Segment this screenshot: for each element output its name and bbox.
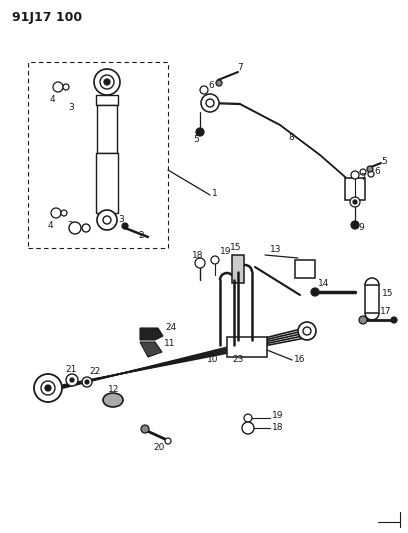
Circle shape <box>196 128 204 136</box>
Circle shape <box>367 166 373 172</box>
Bar <box>345 178 365 200</box>
Circle shape <box>216 80 222 86</box>
Text: 8: 8 <box>288 133 294 142</box>
Text: 4: 4 <box>48 221 53 230</box>
Circle shape <box>195 258 205 268</box>
Text: 12: 12 <box>108 385 120 394</box>
Text: 5: 5 <box>193 135 199 144</box>
Text: 91J17 100: 91J17 100 <box>12 11 82 23</box>
Circle shape <box>97 210 117 230</box>
Circle shape <box>165 438 171 444</box>
Circle shape <box>51 208 61 218</box>
Circle shape <box>353 200 357 204</box>
Text: 6: 6 <box>374 166 380 175</box>
Circle shape <box>104 79 110 85</box>
Circle shape <box>94 69 120 95</box>
Bar <box>28 62 168 248</box>
Text: 18: 18 <box>192 251 204 260</box>
Bar <box>295 260 315 278</box>
Text: 10: 10 <box>207 356 219 365</box>
Circle shape <box>100 75 114 89</box>
Circle shape <box>103 216 111 224</box>
Polygon shape <box>140 342 162 357</box>
Circle shape <box>53 82 63 92</box>
Circle shape <box>351 221 359 229</box>
Circle shape <box>242 422 254 434</box>
Text: 13: 13 <box>270 245 282 254</box>
Circle shape <box>311 288 319 296</box>
Circle shape <box>82 377 92 387</box>
Circle shape <box>211 256 219 264</box>
Text: 21: 21 <box>65 366 76 375</box>
Bar <box>96 153 118 213</box>
Circle shape <box>360 169 366 175</box>
Circle shape <box>82 224 90 232</box>
Circle shape <box>206 99 214 107</box>
Circle shape <box>350 197 360 207</box>
Circle shape <box>359 316 367 324</box>
Circle shape <box>85 380 89 384</box>
Circle shape <box>70 378 74 382</box>
Ellipse shape <box>103 393 123 407</box>
Text: 1: 1 <box>212 190 218 198</box>
Circle shape <box>45 385 51 391</box>
Circle shape <box>368 171 374 177</box>
Text: 3: 3 <box>67 221 73 230</box>
Bar <box>97 105 117 153</box>
Bar <box>227 337 267 357</box>
Circle shape <box>303 327 311 335</box>
Circle shape <box>34 374 62 402</box>
Circle shape <box>391 317 397 323</box>
Circle shape <box>63 84 69 90</box>
Text: 20: 20 <box>153 442 164 451</box>
Text: 3: 3 <box>68 102 74 111</box>
Text: 7: 7 <box>237 63 243 72</box>
Text: 3: 3 <box>118 215 124 224</box>
Text: 6: 6 <box>208 80 214 90</box>
Polygon shape <box>140 328 163 340</box>
Text: 22: 22 <box>89 367 100 376</box>
Text: 19: 19 <box>272 411 284 421</box>
Circle shape <box>122 223 128 229</box>
Text: 5: 5 <box>381 157 387 166</box>
Text: 9: 9 <box>358 223 364 232</box>
Circle shape <box>244 414 252 422</box>
Bar <box>232 255 244 283</box>
Text: 15: 15 <box>382 288 393 297</box>
Text: 14: 14 <box>318 279 329 287</box>
Circle shape <box>66 374 78 386</box>
Circle shape <box>200 86 208 94</box>
Text: 18: 18 <box>272 423 284 432</box>
Circle shape <box>41 381 55 395</box>
Circle shape <box>351 171 359 179</box>
Text: 15: 15 <box>230 244 242 253</box>
Text: 23: 23 <box>232 356 244 365</box>
Circle shape <box>61 210 67 216</box>
Text: 17: 17 <box>380 306 392 316</box>
Text: 7: 7 <box>360 173 366 182</box>
Circle shape <box>141 425 149 433</box>
Circle shape <box>201 94 219 112</box>
Text: 2: 2 <box>138 230 144 239</box>
Text: 11: 11 <box>164 340 175 349</box>
Text: 16: 16 <box>294 356 306 365</box>
Text: 19: 19 <box>220 247 231 256</box>
Bar <box>96 95 118 105</box>
Text: 4: 4 <box>50 94 55 103</box>
Bar <box>365 285 379 313</box>
Circle shape <box>69 222 81 234</box>
Text: 24: 24 <box>165 322 176 332</box>
Circle shape <box>298 322 316 340</box>
